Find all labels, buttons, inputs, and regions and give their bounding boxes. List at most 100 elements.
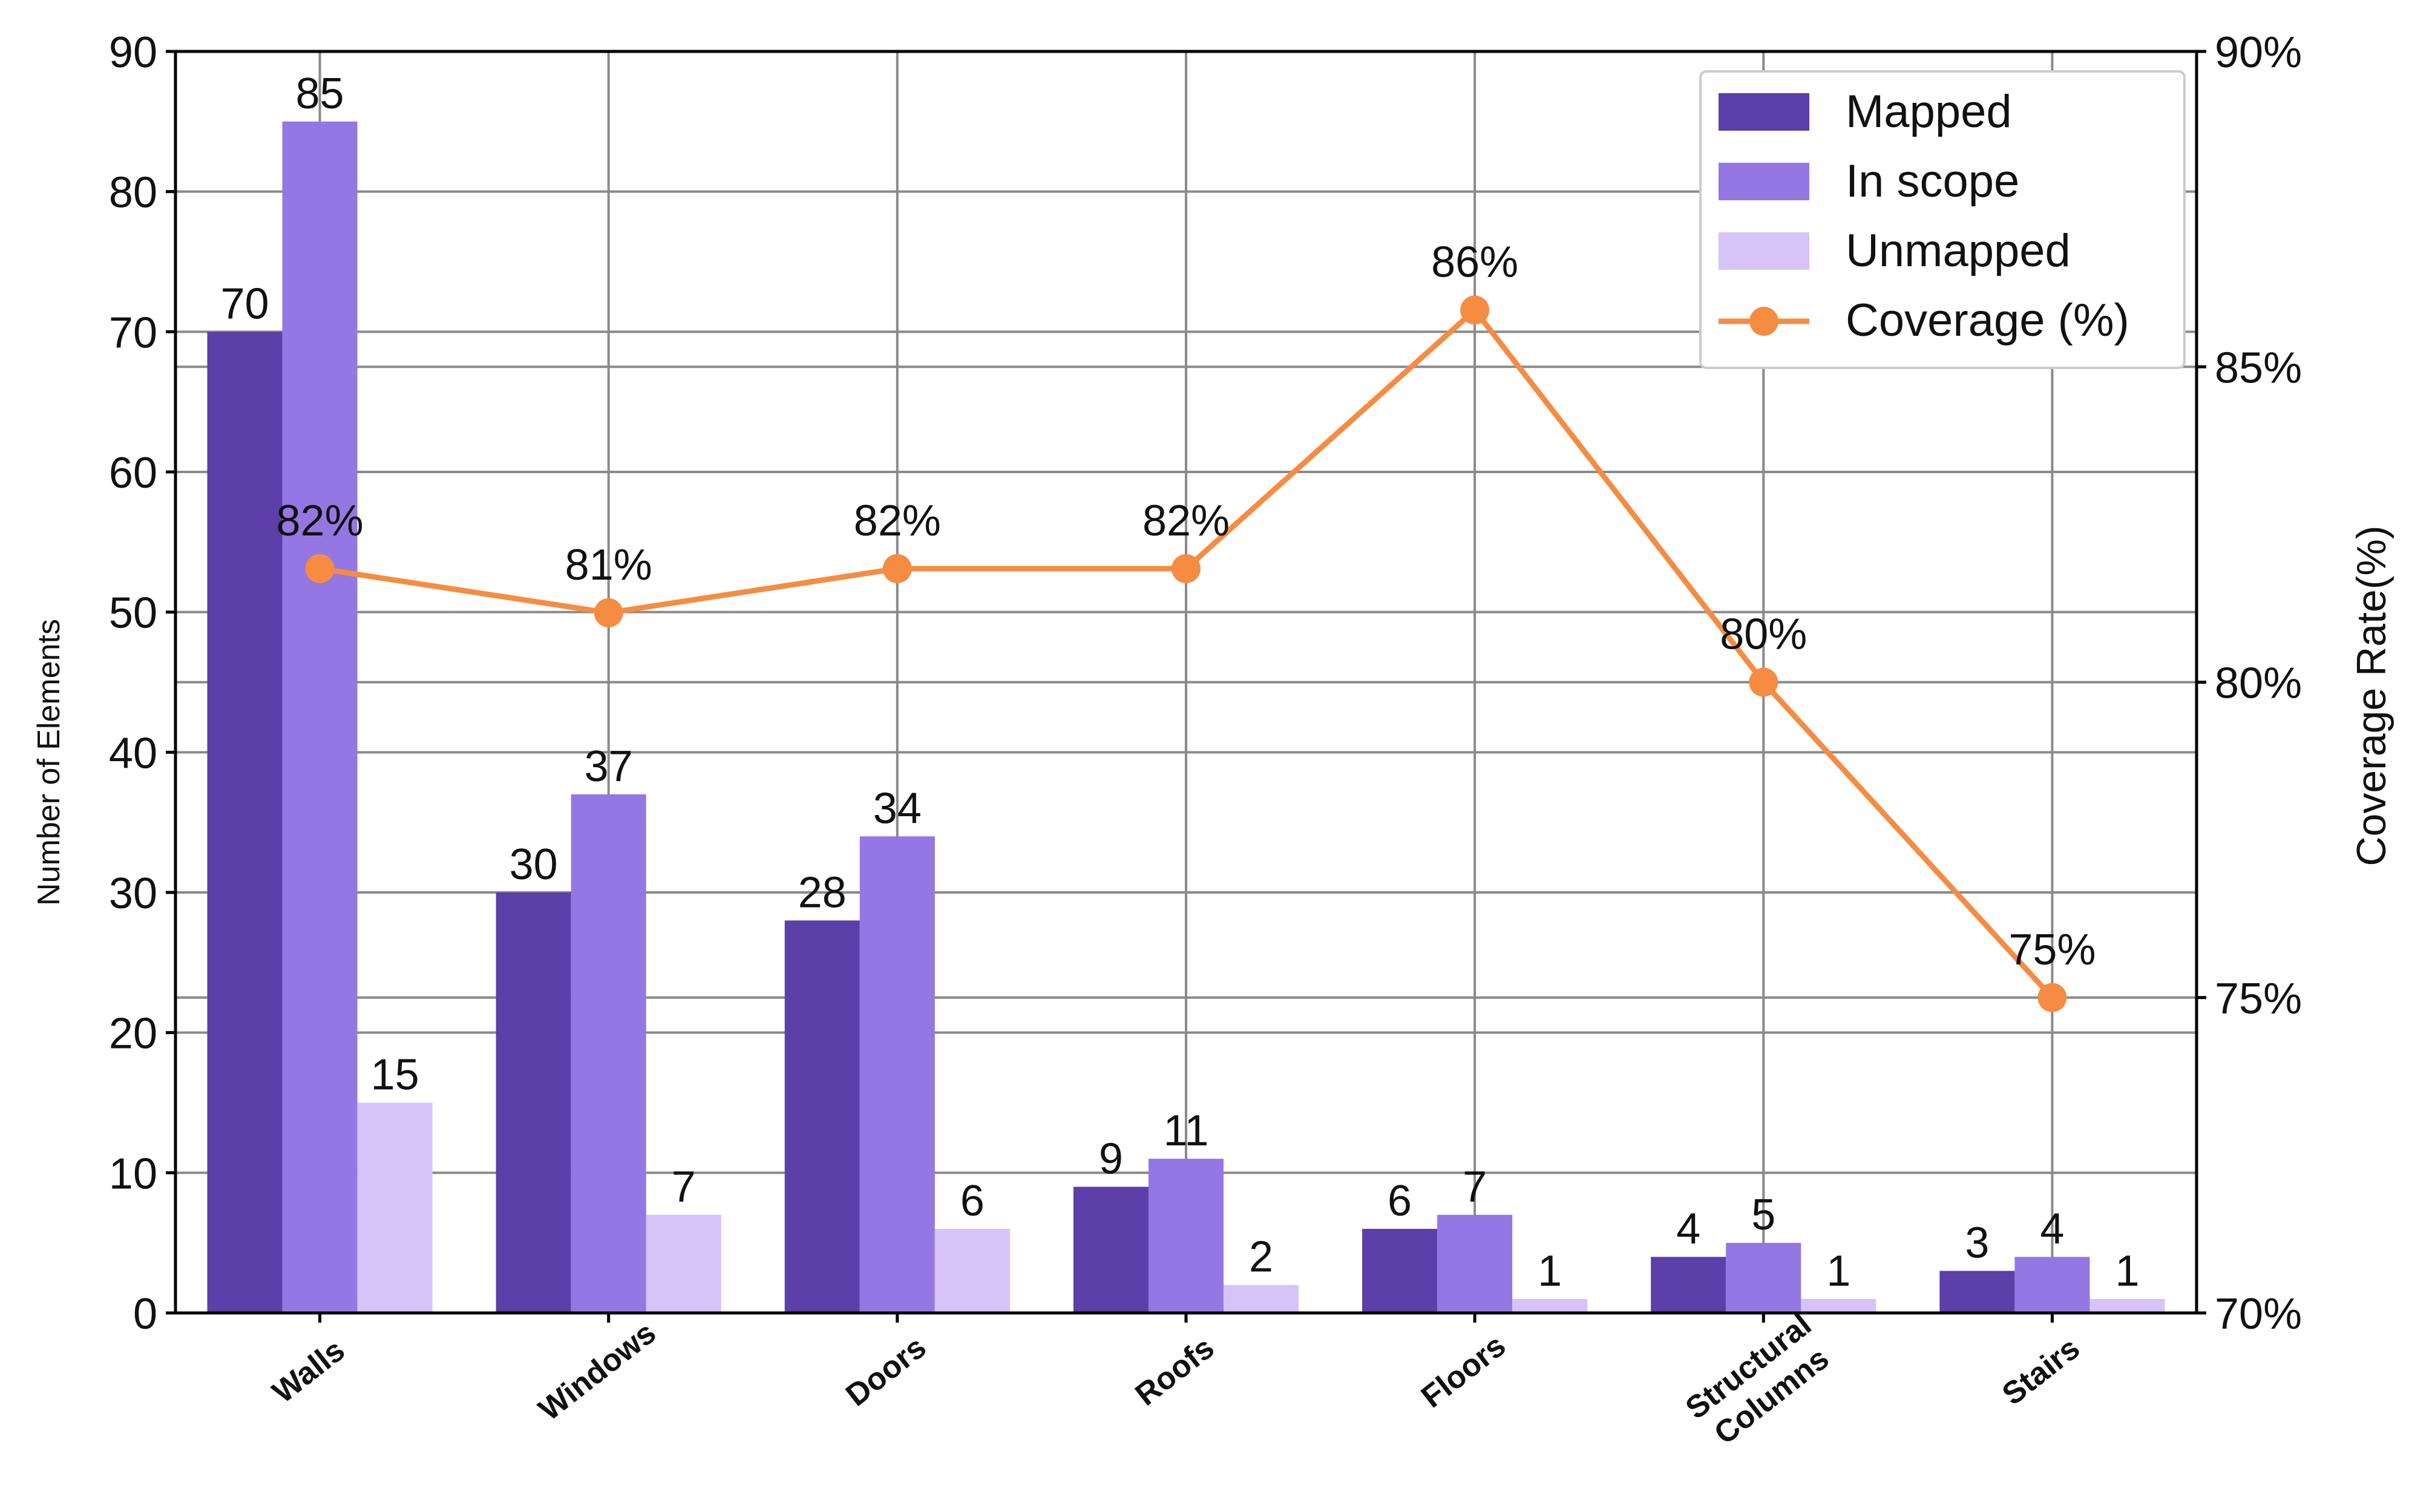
- category-label-line: Floors: [1415, 1328, 1512, 1415]
- coverage-value-label: 86%: [1431, 238, 1518, 286]
- bar-in-scope: [282, 121, 358, 1313]
- category-label: Roofs: [1129, 1330, 1221, 1412]
- coverage-line: [305, 295, 2067, 1012]
- bar-mapped: [1073, 1186, 1149, 1313]
- bars: [207, 121, 2165, 1314]
- y-tick-label: 90: [109, 28, 157, 77]
- category-label: Walls: [266, 1333, 351, 1410]
- category-label: Floors: [1415, 1328, 1512, 1415]
- coverage-point: [1460, 295, 1490, 325]
- bar-value-label: 34: [873, 784, 922, 833]
- category-label-line: Windows: [533, 1315, 663, 1428]
- category-label: Windows: [533, 1315, 663, 1428]
- bar-value-label: 28: [798, 868, 847, 917]
- y2-tick-label: 70%: [2215, 1290, 2302, 1338]
- bar-in-scope: [1148, 1159, 1224, 1313]
- bar-value-label: 4: [1676, 1205, 1700, 1253]
- y-tick-label: 0: [133, 1290, 157, 1338]
- bar-mapped: [496, 892, 571, 1313]
- y2-tick-label: 75%: [2215, 975, 2302, 1023]
- bar-value-label: 7: [672, 1163, 696, 1211]
- bar-value-label: 37: [585, 742, 633, 791]
- category-label: StructuralColumns: [1679, 1307, 1841, 1456]
- coverage-value-label: 75%: [2008, 926, 2096, 974]
- bar-value-label: 4: [2040, 1205, 2064, 1253]
- coverage-value-label: 82%: [1142, 497, 1230, 545]
- bar-value-label: 1: [1826, 1247, 1850, 1295]
- category-label-line: Stairs: [1996, 1330, 2086, 1412]
- y-tick-label: 40: [109, 729, 157, 777]
- bar-unmapped: [1512, 1298, 1588, 1313]
- category-label: Stairs: [1996, 1330, 2086, 1412]
- bar-unmapped: [1801, 1298, 1876, 1313]
- bar-value-label: 9: [1099, 1135, 1123, 1183]
- legend-box: [1699, 70, 2186, 369]
- legend-label: Mapped: [1846, 86, 2012, 137]
- y-tick-label: 50: [109, 589, 157, 638]
- y-tick-label: 30: [109, 869, 157, 918]
- y2-axis-label: Coverage Rate(%): [2348, 525, 2394, 866]
- bar-mapped: [207, 332, 283, 1314]
- bar-value-label: 11: [1164, 1107, 1209, 1155]
- coverage-point: [1172, 554, 1201, 583]
- y2-tick-label: 80%: [2215, 659, 2302, 708]
- coverage-value-label: 82%: [854, 497, 941, 545]
- bar-unmapped: [1224, 1285, 1299, 1313]
- coverage-value-label: 81%: [565, 541, 652, 589]
- legend-label: Unmapped: [1846, 225, 2071, 277]
- bar-value-label: 15: [371, 1051, 419, 1099]
- legend: Mapped In scope Unmapped Coverage (%): [1699, 70, 2186, 369]
- category-label-line: Doors: [839, 1330, 932, 1413]
- bar-value-label: 2: [1249, 1233, 1273, 1281]
- bar-in-scope: [571, 794, 646, 1313]
- bar-value-label: 1: [1538, 1247, 1562, 1295]
- bar-unmapped: [2089, 1298, 2165, 1313]
- category-label: Doors: [839, 1330, 932, 1413]
- y-tick-label: 10: [109, 1150, 157, 1198]
- bar-value-label: 85: [296, 70, 344, 118]
- legend-swatch: [1719, 232, 1809, 270]
- y2-tick-label: 85%: [2215, 344, 2302, 392]
- bar-unmapped: [357, 1102, 433, 1313]
- legend-swatch: [1719, 163, 1809, 200]
- bar-in-scope: [1726, 1243, 1801, 1313]
- bar-value-label: 5: [1751, 1191, 1775, 1239]
- coverage-point: [882, 554, 912, 583]
- bar-value-label: 6: [1388, 1177, 1412, 1225]
- bar-value-label: 70: [220, 280, 269, 328]
- bar-unmapped: [646, 1214, 721, 1313]
- legend-line-marker: [1749, 307, 1778, 336]
- coverage-point: [305, 554, 335, 583]
- bar-in-scope: [2014, 1257, 2090, 1313]
- y-tick-label: 80: [109, 169, 157, 217]
- bar-mapped: [784, 920, 860, 1313]
- bar-mapped: [1651, 1257, 1726, 1313]
- category-label-line: Roofs: [1129, 1330, 1221, 1412]
- coverage-value-label: 82%: [277, 497, 364, 545]
- bar-mapped: [1362, 1229, 1438, 1313]
- bar-value-label: 1: [2115, 1247, 2139, 1295]
- coverage-point: [594, 598, 623, 627]
- coverage-point: [2037, 983, 2067, 1012]
- y-tick-label: 60: [109, 449, 157, 497]
- y-tick-label: 20: [109, 1010, 157, 1058]
- bar-value-label: 3: [1965, 1219, 1989, 1268]
- y2-tick-label: 90%: [2215, 28, 2302, 77]
- bar-value-label: 30: [510, 840, 558, 889]
- bar-mapped: [1939, 1271, 2015, 1313]
- legend-label: Coverage (%): [1846, 295, 2129, 346]
- category-label-line: Walls: [266, 1333, 351, 1410]
- bar-unmapped: [934, 1229, 1010, 1313]
- bar-value-label: 6: [960, 1177, 985, 1225]
- legend-label: In scope: [1846, 155, 2019, 207]
- bar-in-scope: [1437, 1214, 1513, 1313]
- y-axis-label: Number of Elements: [31, 619, 67, 906]
- coverage-value-label: 80%: [1720, 610, 1807, 659]
- y-tick-label: 70: [109, 309, 157, 357]
- legend-swatch: [1719, 93, 1809, 131]
- axes: [166, 50, 2206, 1323]
- bar-in-scope: [859, 836, 935, 1313]
- bar-value-label: 7: [1463, 1163, 1487, 1211]
- coverage-point: [1749, 667, 1778, 697]
